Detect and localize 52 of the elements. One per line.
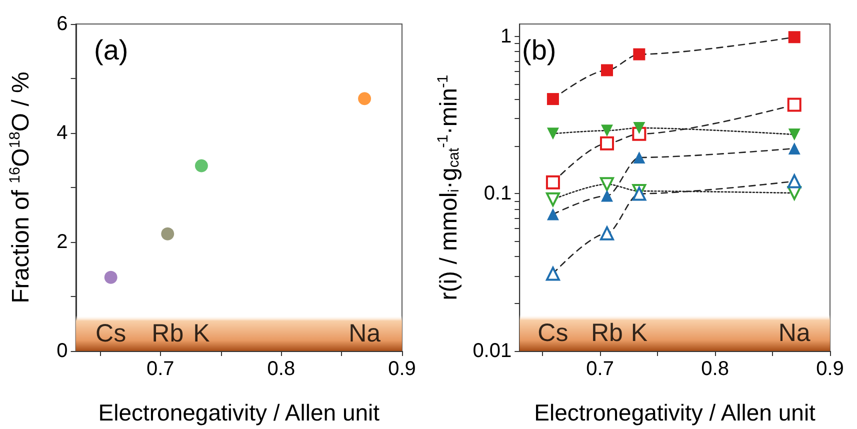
y-axis-title: r(i) / mmoli·gcat-1·min-1 — [435, 74, 462, 300]
annotation: (b) — [522, 34, 556, 66]
x-tick-label: 0.8 — [267, 358, 296, 380]
annotation: Cs — [538, 318, 568, 347]
y-tick-label: 4 — [56, 122, 68, 144]
annotation: K — [193, 319, 210, 348]
point — [600, 64, 613, 76]
point — [358, 92, 372, 106]
annotation: Na — [348, 319, 381, 348]
point — [104, 270, 118, 284]
point — [788, 128, 800, 140]
x-tick-label: 0.8 — [701, 358, 729, 380]
point — [787, 98, 802, 112]
point — [787, 174, 802, 188]
point — [633, 122, 646, 134]
y-axis-title: Fraction of 16O18O / % — [7, 72, 34, 304]
x-tick-label: 0.9 — [388, 358, 416, 380]
y-tick-label: 0 — [56, 340, 68, 362]
x-tick-label: 0.9 — [816, 358, 844, 380]
point — [546, 93, 559, 106]
annotation: Cs — [96, 319, 126, 348]
point — [161, 227, 174, 240]
point — [600, 124, 613, 137]
point — [600, 226, 614, 240]
point — [788, 31, 800, 44]
annotation: Rb — [152, 319, 184, 348]
y-tick-label: 1 — [500, 25, 512, 48]
x-tick-label: 0.7 — [586, 358, 614, 380]
point — [546, 208, 559, 220]
x-tick-label: 0.7 — [146, 358, 174, 380]
point — [546, 175, 560, 190]
y-tick-label: 6 — [56, 13, 68, 35]
point — [600, 136, 614, 150]
point — [600, 177, 614, 192]
point — [546, 192, 560, 206]
annotation: Rb — [591, 318, 623, 347]
point — [600, 190, 613, 202]
y-tick-label: 2 — [56, 231, 68, 253]
point — [788, 142, 800, 154]
point — [633, 48, 646, 60]
x-axis-title: Electronegativity / Allen unit — [98, 400, 380, 426]
y-tick-label: 0.01 — [472, 340, 512, 362]
point — [632, 186, 646, 201]
annotation: (a) — [94, 34, 128, 66]
point — [194, 159, 208, 172]
point — [546, 266, 560, 281]
annotation: Na — [778, 318, 810, 347]
point — [633, 151, 646, 164]
x-axis-title: Electronegativity / Allen unit — [534, 400, 816, 426]
y-tick-label: 0.1 — [484, 182, 512, 205]
point — [546, 128, 559, 140]
annotation: K — [630, 318, 648, 347]
